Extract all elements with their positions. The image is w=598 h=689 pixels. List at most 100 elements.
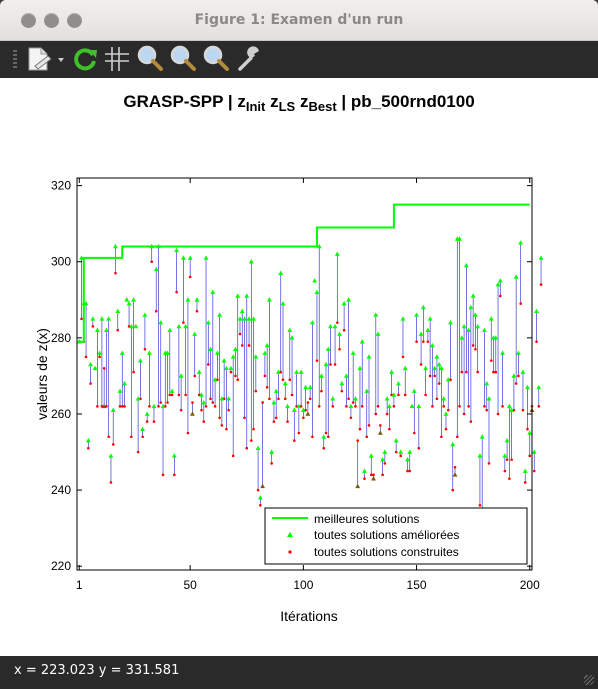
- constructed-point: [338, 347, 341, 351]
- improved-point: [475, 323, 481, 329]
- improved-point: [359, 339, 365, 344]
- improved-point: [500, 350, 505, 355]
- chart[interactable]: GRASP-SPP | zInit zLS zBest | pb_500rnd0…: [10, 79, 588, 656]
- constructed-point: [290, 393, 294, 397]
- constructed-point: [320, 389, 323, 393]
- constructed-point: [91, 325, 95, 328]
- improved-point: [314, 289, 320, 294]
- constructed-point: [437, 382, 441, 385]
- y-tick-label: 260: [51, 407, 71, 421]
- constructed-point: [259, 504, 262, 507]
- constructed-point: [170, 393, 174, 397]
- constructed-point: [143, 347, 147, 351]
- maximize-window-button[interactable]: [67, 13, 82, 28]
- improved-point: [226, 396, 232, 401]
- improved-point: [92, 365, 98, 371]
- improved-point: [364, 388, 370, 393]
- improved-point: [461, 323, 467, 329]
- improved-point: [140, 426, 146, 431]
- x-tick-label: 100: [293, 578, 313, 592]
- constructed-point: [514, 382, 518, 385]
- improved-point: [427, 316, 433, 321]
- improved-point: [224, 365, 229, 371]
- improved-point: [502, 453, 508, 458]
- improved-point: [251, 316, 256, 321]
- constructed-point: [89, 382, 92, 385]
- improved-point: [122, 380, 127, 386]
- constructed-point: [340, 389, 344, 393]
- improved-point: [137, 358, 143, 363]
- constructed-point: [345, 405, 348, 408]
- constructed-point: [351, 401, 355, 404]
- improved-point: [441, 396, 447, 401]
- grid-icon[interactable]: [102, 44, 132, 74]
- constructed-point: [195, 309, 199, 313]
- toolbar-grip-icon[interactable]: [13, 50, 17, 70]
- constructed-point: [374, 412, 378, 416]
- improved-point: [531, 449, 537, 454]
- constructed-point: [381, 473, 384, 477]
- improved-point: [305, 411, 311, 416]
- improved-point: [239, 308, 245, 314]
- constructed-point: [268, 397, 271, 401]
- constructed-point: [283, 397, 287, 401]
- improved-point: [393, 438, 399, 443]
- status-bar: x = 223.023 y = 331.581: [0, 656, 598, 689]
- improved-point: [294, 369, 299, 374]
- legend-entry-constructed: toutes solutions construites: [314, 545, 459, 559]
- improved-point: [473, 312, 478, 317]
- improved-point: [516, 350, 521, 355]
- constructed-point: [462, 412, 466, 416]
- constructed-point: [333, 363, 337, 366]
- constructed-point: [440, 435, 443, 439]
- close-window-button[interactable]: [21, 13, 36, 28]
- constructed-point: [281, 378, 285, 382]
- improved-point: [409, 403, 415, 409]
- improved-point: [434, 354, 440, 359]
- resize-grip-icon[interactable]: [584, 675, 594, 685]
- zoom-out-icon[interactable]: [168, 44, 198, 74]
- new-document-icon[interactable]: [24, 44, 68, 74]
- constructed-point: [376, 405, 380, 408]
- x-tick-label: 150: [407, 578, 427, 592]
- legend: meilleures solutions toutes solutions am…: [264, 507, 528, 565]
- improved-point: [219, 396, 225, 401]
- zoom-fit-icon[interactable]: [201, 44, 231, 74]
- figure-canvas[interactable]: GRASP-SPP | zInit zLS zBest | pb_500rnd0…: [10, 79, 588, 656]
- constructed-point: [150, 260, 154, 264]
- constructed-point: [503, 469, 507, 473]
- constructed-point: [508, 477, 511, 480]
- minimize-window-button[interactable]: [44, 13, 59, 28]
- constructed-point: [293, 439, 296, 442]
- constructed-point: [431, 405, 434, 408]
- improved-point: [228, 365, 234, 371]
- constructed-point: [200, 408, 203, 412]
- constructed-point: [173, 473, 176, 477]
- constructed-point: [265, 386, 269, 389]
- improved-point: [142, 312, 148, 317]
- improved-point: [99, 316, 105, 321]
- constructed-point: [188, 275, 192, 279]
- improved-point: [357, 365, 363, 371]
- improved-point: [414, 312, 419, 317]
- settings-wrench-icon[interactable]: [234, 44, 264, 74]
- improved-point: [400, 316, 406, 321]
- improved-point: [190, 411, 195, 416]
- improved-point: [153, 266, 159, 272]
- constructed-point: [96, 405, 99, 408]
- toolbar: [0, 41, 598, 78]
- improved-point: [217, 312, 223, 317]
- constructed-point: [433, 374, 436, 378]
- constructed-point: [453, 465, 457, 469]
- improved-point: [538, 255, 544, 260]
- improved-point: [416, 403, 422, 409]
- improved-point: [513, 274, 519, 279]
- improved-point: [348, 403, 354, 409]
- improved-point: [319, 373, 324, 378]
- improved-point: [346, 297, 352, 302]
- constructed-point: [306, 401, 310, 404]
- improved-point: [389, 369, 395, 374]
- zoom-in-icon[interactable]: [135, 44, 165, 74]
- constructed-point: [245, 446, 249, 450]
- reload-icon[interactable]: [70, 44, 100, 74]
